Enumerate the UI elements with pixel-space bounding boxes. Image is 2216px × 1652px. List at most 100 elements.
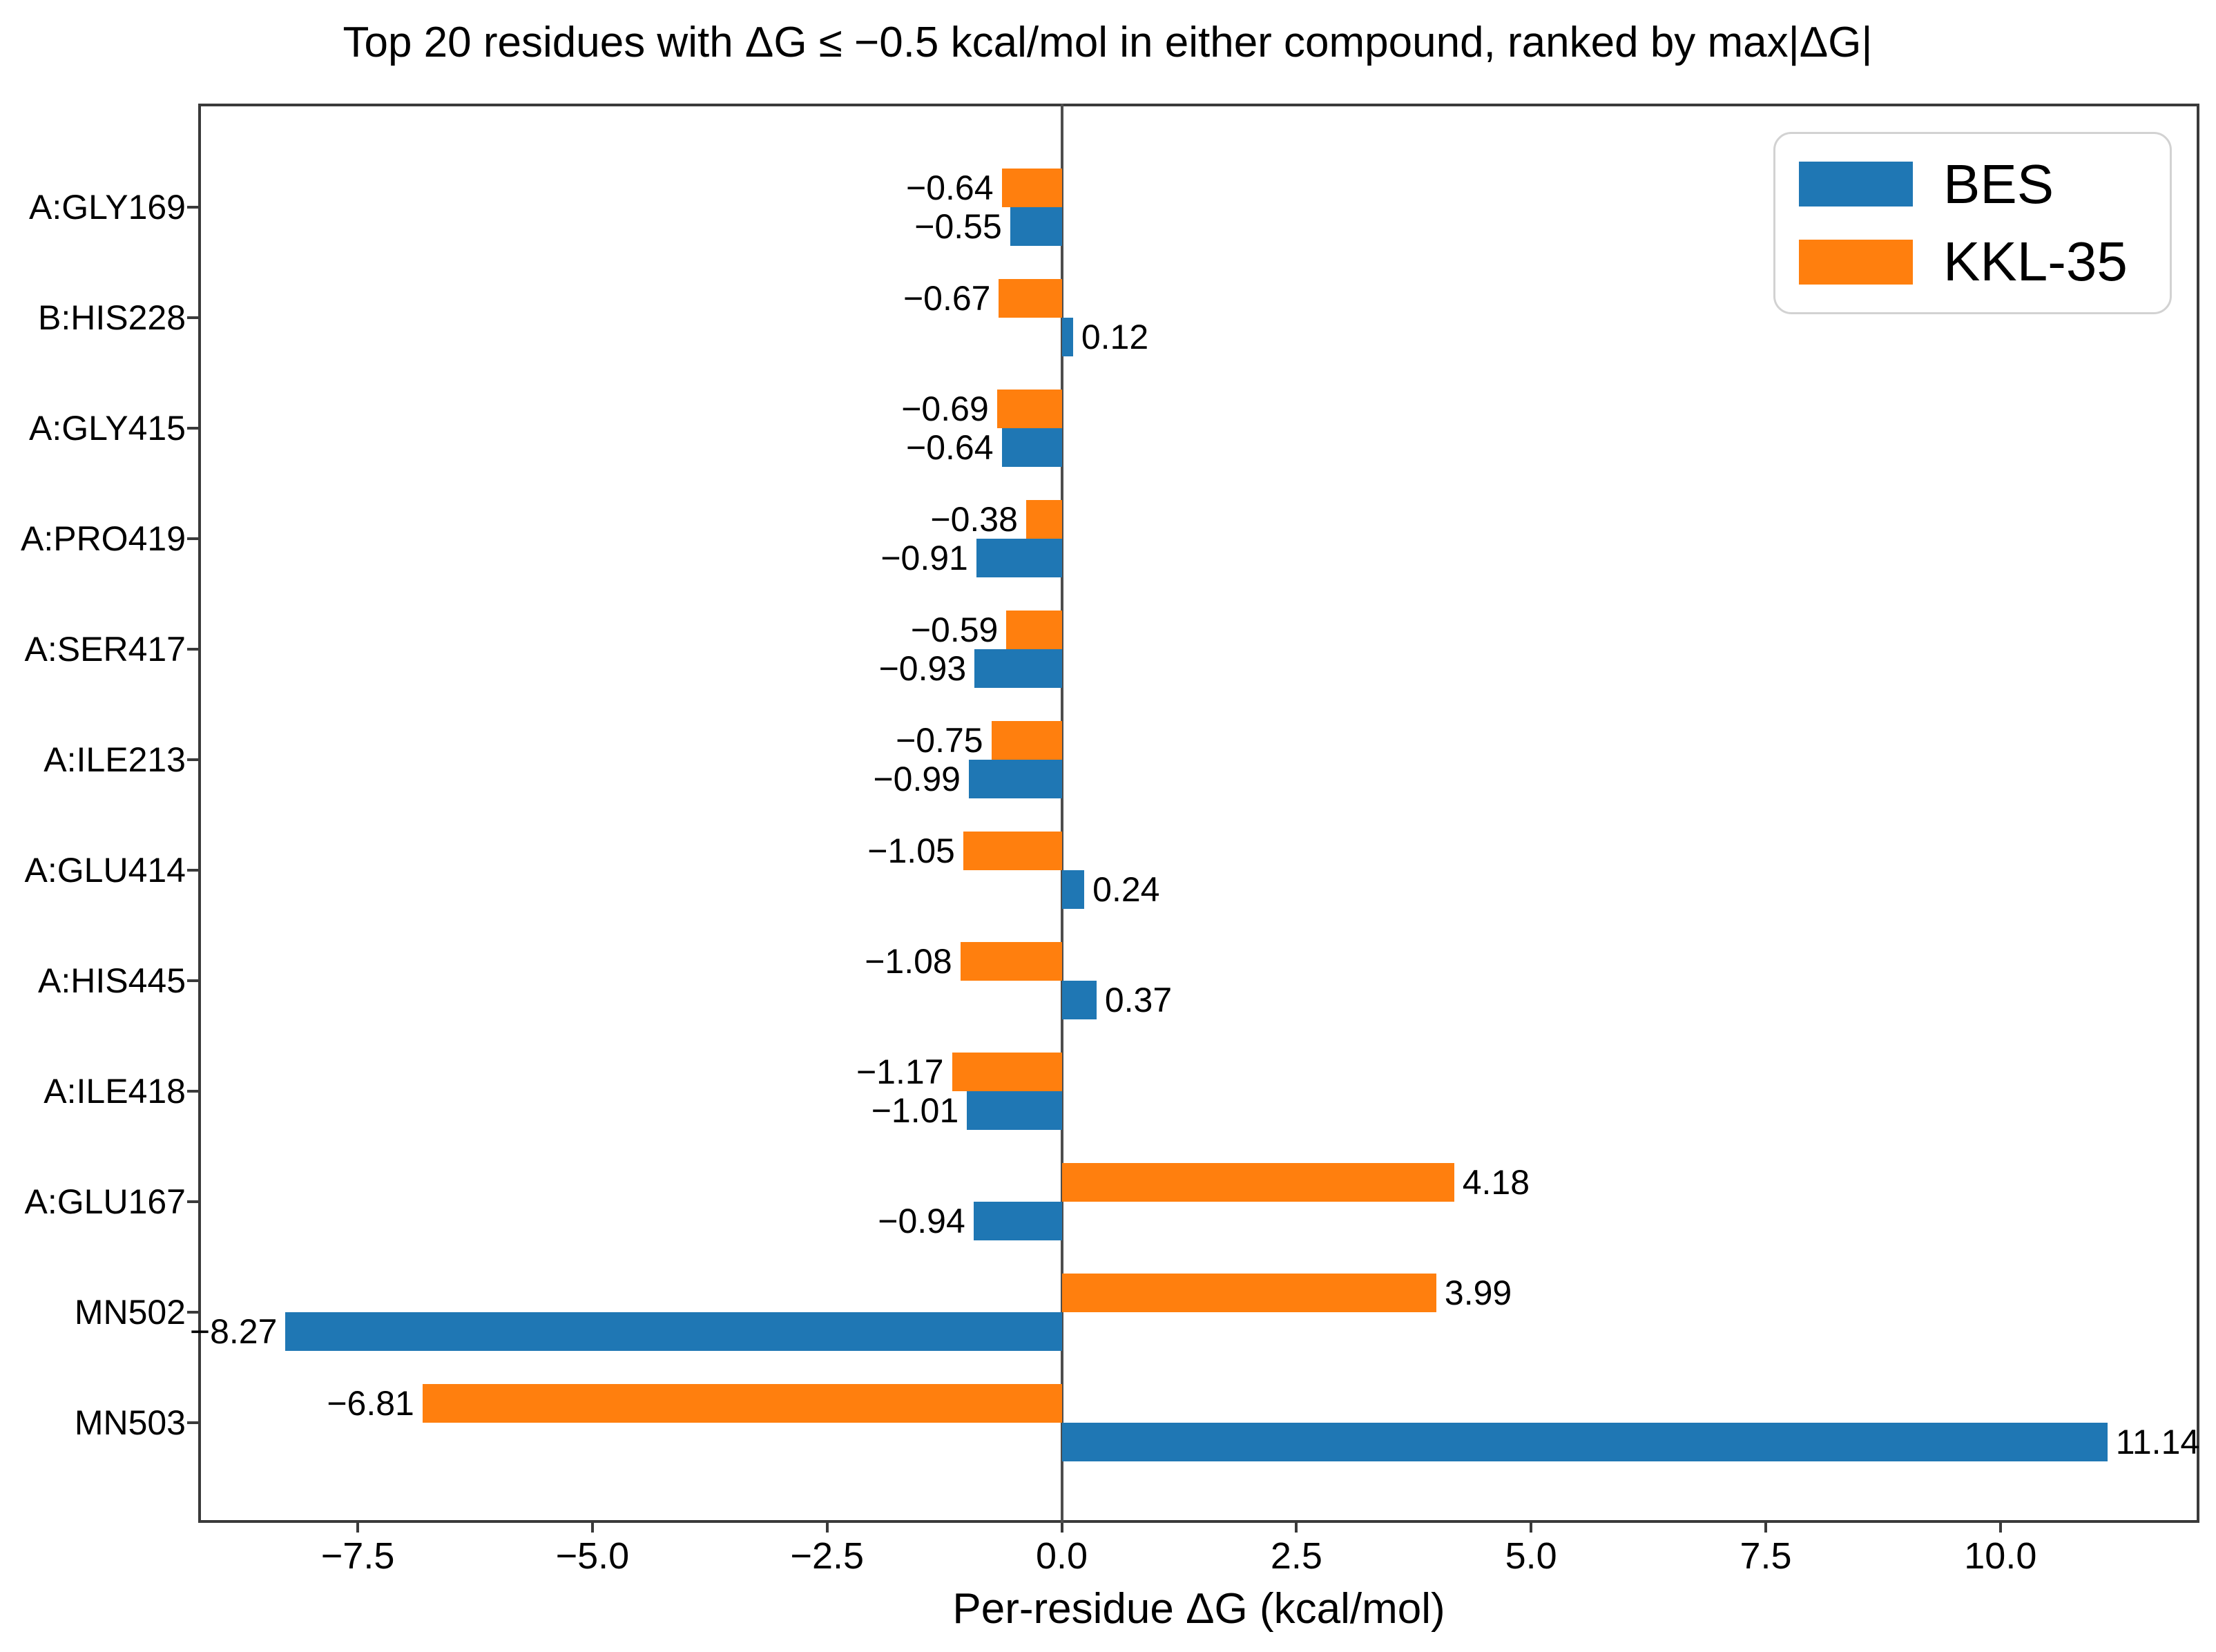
x-tick-label: −2.5 bbox=[790, 1535, 865, 1577]
value-label-kkl35-aglu414: −1.05 bbox=[867, 832, 955, 870]
y-tick bbox=[187, 1200, 198, 1203]
bar-bes-aglu414 bbox=[1061, 870, 1085, 909]
value-label-bes-bhis228: 0.12 bbox=[1081, 318, 1149, 356]
y-tick bbox=[187, 427, 198, 430]
bar-bes-apro419 bbox=[976, 539, 1062, 577]
x-tick-label: 10.0 bbox=[1964, 1535, 2037, 1577]
value-label-bes-aglu414: 0.24 bbox=[1092, 870, 1160, 909]
chart-title: Top 20 residues with ΔG ≤ −0.5 kcal/mol … bbox=[343, 19, 1873, 66]
x-tick bbox=[1998, 1523, 2002, 1533]
x-tick bbox=[1530, 1523, 1533, 1533]
zero-axis-line bbox=[1060, 104, 1063, 1523]
legend-swatch-bes-icon bbox=[1799, 162, 1913, 207]
x-tick-label: 7.5 bbox=[1740, 1535, 1792, 1577]
y-tick bbox=[187, 979, 198, 982]
y-tick-label: A:GLU167 bbox=[24, 1182, 186, 1221]
value-label-bes-ahis445: 0.37 bbox=[1104, 981, 1173, 1019]
legend-label-bes: BES bbox=[1943, 153, 2054, 215]
x-tick bbox=[1060, 1523, 1063, 1533]
bar-kkl35-agly169 bbox=[1001, 169, 1062, 207]
x-tick-label: −5.0 bbox=[555, 1535, 630, 1577]
y-tick bbox=[187, 1311, 198, 1314]
legend-swatch-kkl35-icon bbox=[1799, 239, 1913, 285]
x-tick-label: 0.0 bbox=[1035, 1535, 1088, 1577]
value-label-kkl35-bhis228: −0.67 bbox=[903, 279, 991, 318]
y-tick bbox=[187, 648, 198, 651]
bar-bes-aser417 bbox=[974, 649, 1062, 688]
y-tick-label: A:SER417 bbox=[24, 630, 186, 669]
value-label-kkl35-agly169: −0.64 bbox=[906, 169, 994, 207]
value-label-bes-agly169: −0.55 bbox=[914, 207, 1002, 246]
bar-bes-ahis445 bbox=[1061, 981, 1097, 1019]
y-tick bbox=[187, 869, 198, 872]
bar-kkl35-bhis228 bbox=[999, 279, 1062, 318]
bar-kkl35-aser417 bbox=[1006, 611, 1062, 649]
bar-bes-bhis228 bbox=[1061, 318, 1073, 356]
y-tick-label: A:HIS445 bbox=[37, 961, 186, 1000]
x-tick bbox=[1764, 1523, 1767, 1533]
value-label-kkl35-mn502: 3.99 bbox=[1444, 1274, 1512, 1312]
value-label-bes-aser417: −0.93 bbox=[878, 649, 967, 688]
bar-bes-mn503 bbox=[1061, 1423, 2108, 1461]
value-label-kkl35-aile418: −1.17 bbox=[856, 1053, 944, 1091]
legend-item-kkl35: KKL-35 bbox=[1799, 234, 2170, 289]
value-label-bes-aglu167: −0.94 bbox=[878, 1202, 965, 1240]
y-tick bbox=[187, 316, 198, 319]
y-tick bbox=[187, 537, 198, 540]
x-axis-label: Per-residue ΔG (kcal/mol) bbox=[952, 1585, 1445, 1633]
legend-label-kkl35: KKL-35 bbox=[1943, 231, 2128, 293]
bar-kkl35-mn503 bbox=[422, 1384, 1062, 1423]
bar-kkl35-aile213 bbox=[991, 721, 1062, 760]
bar-kkl35-aglu167 bbox=[1061, 1163, 1454, 1202]
bar-kkl35-apro419 bbox=[1025, 500, 1062, 539]
bar-kkl35-ahis445 bbox=[960, 942, 1062, 981]
value-label-kkl35-agly415: −0.69 bbox=[901, 390, 989, 428]
plot-area-border bbox=[198, 104, 2199, 1523]
value-label-kkl35-mn503: −6.81 bbox=[327, 1384, 414, 1423]
bar-kkl35-agly415 bbox=[996, 390, 1062, 428]
x-tick-label: −7.5 bbox=[320, 1535, 395, 1577]
bar-kkl35-aglu414 bbox=[963, 832, 1062, 870]
value-label-kkl35-aser417: −0.59 bbox=[910, 611, 999, 649]
y-tick-label: B:HIS228 bbox=[37, 298, 186, 337]
legend: BES KKL-35 bbox=[1773, 132, 2172, 314]
value-label-bes-aile418: −1.01 bbox=[871, 1091, 959, 1130]
bar-bes-aile213 bbox=[968, 760, 1062, 798]
bar-bes-aile418 bbox=[967, 1091, 1062, 1130]
y-tick bbox=[187, 1090, 198, 1093]
value-label-bes-agly415: −0.64 bbox=[906, 428, 994, 467]
value-label-bes-apro419: −0.91 bbox=[880, 539, 968, 577]
value-label-kkl35-apro419: −0.38 bbox=[930, 500, 1018, 539]
x-tick bbox=[356, 1523, 360, 1533]
bar-bes-aglu167 bbox=[973, 1202, 1062, 1240]
x-tick bbox=[1295, 1523, 1298, 1533]
y-tick-label: A:ILE213 bbox=[44, 740, 186, 779]
y-tick-label: MN503 bbox=[74, 1403, 186, 1442]
y-tick-label: A:GLY415 bbox=[28, 409, 186, 448]
value-label-kkl35-aglu167: 4.18 bbox=[1462, 1163, 1530, 1202]
x-tick bbox=[825, 1523, 829, 1533]
bar-kkl35-mn502 bbox=[1061, 1274, 1436, 1312]
bar-bes-agly169 bbox=[1010, 207, 1062, 246]
y-tick-label: A:GLU414 bbox=[24, 851, 186, 890]
y-tick bbox=[187, 758, 198, 761]
y-tick-label: A:ILE418 bbox=[44, 1072, 186, 1111]
y-tick bbox=[187, 206, 198, 209]
y-tick-label: A:PRO419 bbox=[20, 519, 186, 558]
value-label-bes-aile213: −0.99 bbox=[873, 760, 961, 798]
legend-item-bes: BES bbox=[1799, 153, 2170, 215]
x-tick-label: 5.0 bbox=[1505, 1535, 1557, 1577]
bar-bes-agly415 bbox=[1001, 428, 1062, 467]
bar-kkl35-aile418 bbox=[952, 1053, 1062, 1091]
y-tick-label: A:GLY169 bbox=[28, 188, 186, 227]
x-tick-label: 2.5 bbox=[1270, 1535, 1322, 1577]
bar-bes-mn502 bbox=[285, 1312, 1062, 1351]
value-label-bes-mn502: −8.27 bbox=[189, 1312, 278, 1351]
value-label-kkl35-ahis445: −1.08 bbox=[865, 942, 952, 981]
x-tick bbox=[590, 1523, 594, 1533]
value-label-bes-mn503: 11.14 bbox=[2115, 1423, 2200, 1461]
value-label-kkl35-aile213: −0.75 bbox=[896, 721, 983, 760]
y-tick bbox=[187, 1421, 198, 1424]
y-tick-label: MN502 bbox=[74, 1293, 186, 1332]
